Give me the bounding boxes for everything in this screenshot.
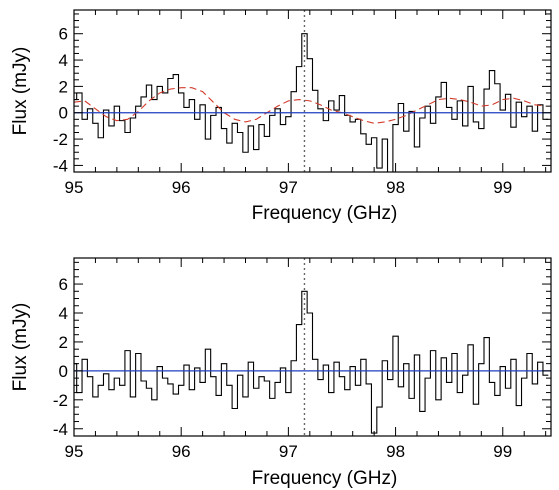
x-tick-label: 96 xyxy=(172,442,191,461)
y-tick-label: -4 xyxy=(53,420,68,439)
y-tick-label: -4 xyxy=(53,156,68,175)
y-axis-title: Flux (mJy) xyxy=(10,47,31,136)
x-tick-label: 97 xyxy=(279,442,298,461)
y-tick-label: 4 xyxy=(59,51,68,70)
y-tick-label: 0 xyxy=(59,362,68,381)
y-tick-label: -2 xyxy=(53,391,68,410)
x-tick-label: 99 xyxy=(493,178,512,197)
y-tick-label: 6 xyxy=(59,25,68,44)
x-axis-title: Frequency (GHz) xyxy=(252,468,398,489)
y-tick-label: -2 xyxy=(53,130,68,149)
spectrum-panel-top: 95 96 97 98 99 -4 -2 0 2 4 6 Frequency (GHz) Flux (m… xyxy=(10,9,552,224)
axis-frame xyxy=(73,9,552,173)
y-tick-label: 6 xyxy=(59,275,68,294)
y-tick-label: 2 xyxy=(59,77,68,96)
x-tick-label: 98 xyxy=(386,178,405,197)
x-tick-label: 96 xyxy=(172,178,191,197)
y-tick-label: 0 xyxy=(59,104,68,123)
spectrum-histogram xyxy=(74,290,549,434)
plot-area xyxy=(74,258,551,436)
x-tick-label: 98 xyxy=(386,442,405,461)
y-tick-label: 2 xyxy=(59,333,68,352)
x-tick-label: 95 xyxy=(65,178,84,197)
x-tick-label: 97 xyxy=(279,178,298,197)
model-curve xyxy=(74,87,546,124)
y-axis-title: Flux (mJy) xyxy=(10,303,31,392)
spectrum-histogram xyxy=(74,33,549,172)
axis-frame xyxy=(73,257,552,437)
x-axis-title: Frequency (GHz) xyxy=(252,203,398,224)
y-tick-label: 4 xyxy=(59,304,68,323)
x-tick-label: 95 xyxy=(65,442,84,461)
plot-area xyxy=(74,10,551,172)
x-tick-label: 99 xyxy=(493,442,512,461)
spectrum-panel-bottom: 95 96 97 98 99 -4 -2 0 2 4 6 Frequency (GHz) Flux (m… xyxy=(10,257,552,489)
